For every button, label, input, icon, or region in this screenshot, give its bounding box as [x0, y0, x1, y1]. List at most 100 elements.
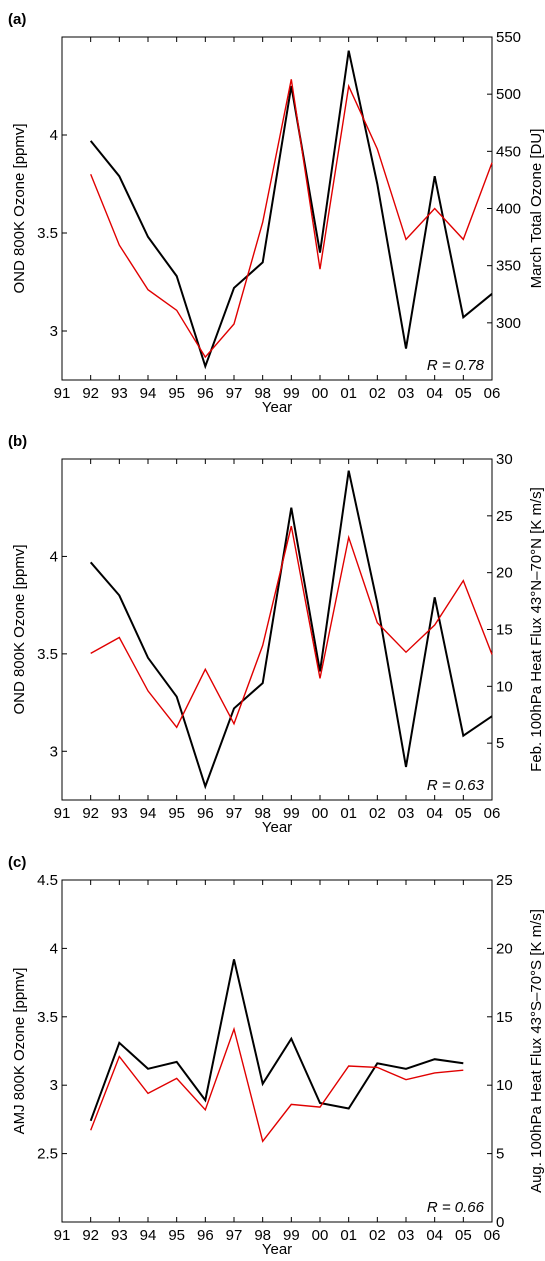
- x-tick-label: 93: [111, 805, 128, 822]
- series-line-black: [89, 959, 464, 1122]
- x-tick-label: 99: [283, 385, 300, 402]
- y-left-axis-label: AMJ 800K Ozone [ppmv]: [11, 968, 28, 1135]
- y-left-tick-label: 4: [50, 127, 58, 144]
- y-right-tick-label: 10: [496, 1077, 513, 1094]
- y-left-tick-label: 3: [50, 743, 58, 760]
- x-tick-label: 03: [398, 1227, 415, 1244]
- x-axis-label: Year: [262, 1241, 292, 1258]
- x-tick-label: 97: [226, 805, 243, 822]
- y-left-tick-label: 4: [50, 548, 58, 565]
- x-tick-label: 94: [140, 805, 157, 822]
- series-line-red: [90, 1026, 464, 1143]
- series-line-black: [89, 470, 493, 790]
- panel-label: (b): [8, 433, 27, 450]
- x-tick-label: 06: [484, 385, 501, 402]
- x-tick-label: 91: [54, 1227, 71, 1244]
- x-tick-label: 96: [197, 385, 214, 402]
- x-tick-label: 98: [254, 1227, 271, 1244]
- x-tick-label: 06: [484, 1227, 501, 1244]
- x-tick-label: 06: [484, 805, 501, 822]
- x-axis-label: Year: [262, 819, 292, 836]
- series-line-red: [90, 79, 493, 359]
- x-tick-label: 03: [398, 385, 415, 402]
- series-line-black: [89, 50, 493, 370]
- y-left-tick-label: 4: [50, 940, 58, 957]
- plot-frame: [61, 36, 493, 381]
- y-right-tick-label: 20: [496, 565, 513, 582]
- panel-2: 91 92 93 94 95 96 97 98 99 00 01 02 03 04 05 06 3 3.5 4 5 10…: [8, 433, 545, 836]
- x-tick-label: 95: [168, 385, 185, 402]
- y-right-tick-label: 5: [496, 735, 504, 752]
- x-tick-label: 95: [168, 805, 185, 822]
- x-tick-label: 04: [426, 385, 443, 402]
- x-tick-label: 05: [455, 805, 472, 822]
- y-right-axis-label: Aug. 100hPa Heat Flux 43°S–70°S [K m/s]: [528, 909, 545, 1193]
- y-left-tick-label: 4.5: [37, 872, 58, 889]
- y-right-tick-label: 15: [496, 622, 513, 639]
- x-axis-label: Year: [262, 399, 292, 416]
- y-right-tick-label: 25: [496, 872, 513, 889]
- plot-frame: [61, 879, 493, 1223]
- y-left-axis-label: OND 800K Ozone [ppmv]: [11, 123, 28, 293]
- x-tick-label: 91: [54, 805, 71, 822]
- y-left-axis-label: OND 800K Ozone [ppmv]: [11, 544, 28, 714]
- x-tick-label: 00: [312, 805, 329, 822]
- x-tick-label: 02: [369, 385, 386, 402]
- x-tick-label: 92: [82, 1227, 99, 1244]
- x-tick-label: 00: [312, 385, 329, 402]
- x-tick-label: 99: [283, 805, 300, 822]
- series-line-red: [90, 525, 493, 729]
- x-tick-label: 01: [340, 1227, 357, 1244]
- x-tick-label: 95: [168, 1227, 185, 1244]
- x-tick-label: 97: [226, 385, 243, 402]
- x-tick-label: 94: [140, 1227, 157, 1244]
- y-right-tick-label: 500: [496, 86, 521, 103]
- x-tick-label: 01: [340, 385, 357, 402]
- panel-1: 91 92 93 94 95 96 97 98 99 00 01 02 03 04 05 06 3 3.5 4 300…: [8, 11, 545, 416]
- panel-label: (a): [8, 11, 26, 28]
- x-tick-label: 02: [369, 1227, 386, 1244]
- y-right-tick-label: 450: [496, 143, 521, 160]
- x-tick-label: 94: [140, 385, 157, 402]
- y-right-tick-label: 20: [496, 940, 513, 957]
- panel-label: (c): [8, 854, 26, 871]
- x-tick-label: 05: [455, 1227, 472, 1244]
- x-tick-label: 91: [54, 385, 71, 402]
- x-tick-label: 96: [197, 805, 214, 822]
- x-tick-label: 02: [369, 805, 386, 822]
- y-right-tick-label: 10: [496, 678, 513, 695]
- x-tick-label: 00: [312, 1227, 329, 1244]
- y-right-tick-label: 5: [496, 1146, 504, 1163]
- y-left-tick-label: 3: [50, 1077, 58, 1094]
- x-tick-label: 96: [197, 1227, 214, 1244]
- y-left-tick-label: 2.5: [37, 1146, 58, 1163]
- x-tick-label: 93: [111, 385, 128, 402]
- x-tick-label: 03: [398, 805, 415, 822]
- correlation-annotation: R = 0.63: [427, 777, 485, 794]
- y-right-axis-label: Feb. 100hPa Heat Flux 43°N–70°N [K m/s]: [528, 487, 545, 772]
- y-left-tick-label: 3: [50, 323, 58, 340]
- y-right-tick-label: 0: [496, 1214, 504, 1231]
- y-right-tick-label: 15: [496, 1009, 513, 1026]
- panel-3: 91 92 93 94 95 96 97 98 99 00 01 02 03 04 05 062.533.54…: [8, 854, 545, 1258]
- correlation-annotation: R = 0.78: [427, 357, 485, 374]
- x-tick-label: 98: [254, 385, 271, 402]
- x-tick-label: 92: [82, 805, 99, 822]
- y-right-tick-label: 350: [496, 258, 521, 275]
- x-tick-label: 98: [254, 805, 271, 822]
- x-tick-label: 04: [426, 1227, 443, 1244]
- x-tick-label: 93: [111, 1227, 128, 1244]
- y-right-tick-label: 300: [496, 315, 521, 332]
- plot-frame: [61, 458, 493, 801]
- y-right-axis-label: March Total Ozone [DU]: [528, 129, 545, 289]
- y-left-tick-label: 3.5: [37, 1009, 58, 1026]
- x-tick-label: 92: [82, 385, 99, 402]
- x-tick-label: 05: [455, 385, 472, 402]
- y-right-tick-label: 30: [496, 451, 513, 468]
- correlation-annotation: R = 0.66: [427, 1199, 485, 1216]
- y-right-tick-label: 25: [496, 508, 513, 525]
- y-left-tick-label: 3.5: [37, 646, 58, 663]
- x-tick-label: 01: [340, 805, 357, 822]
- y-left-tick-label: 3.5: [37, 225, 58, 242]
